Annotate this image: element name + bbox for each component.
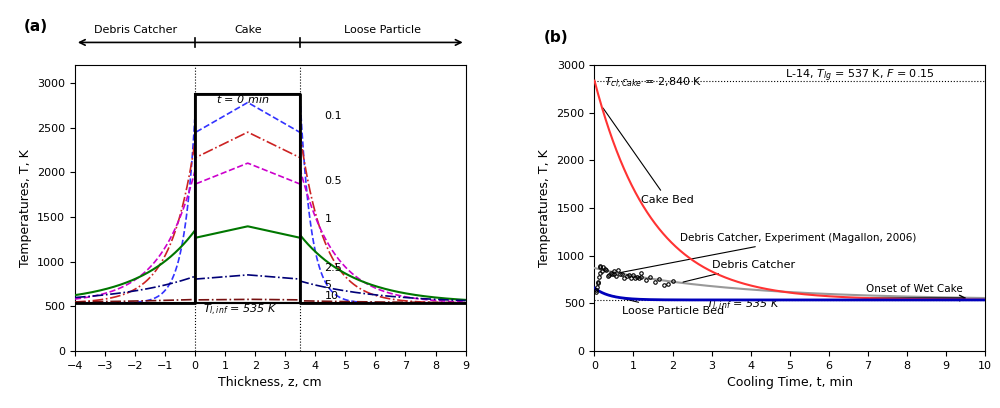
Text: (a): (a) xyxy=(24,19,48,34)
Text: $T_{l,inf}$ = 535 K: $T_{l,inf}$ = 535 K xyxy=(706,298,780,313)
Text: (b): (b) xyxy=(544,31,568,45)
Text: Onset of Wet Cake: Onset of Wet Cake xyxy=(866,284,963,294)
Text: Debris Catcher, Experiment (Magallon, 2006): Debris Catcher, Experiment (Magallon, 20… xyxy=(621,233,917,273)
Text: $T_{cl,Cake}$ = 2,840 K: $T_{cl,Cake}$ = 2,840 K xyxy=(604,76,703,91)
Text: 1: 1 xyxy=(324,214,331,224)
X-axis label: Cooling Time, t, min: Cooling Time, t, min xyxy=(727,376,853,389)
Text: Debris Catcher: Debris Catcher xyxy=(94,25,177,35)
Text: Cake: Cake xyxy=(234,25,262,35)
X-axis label: Thickness, z, cm: Thickness, z, cm xyxy=(218,376,322,389)
Text: Loose Particle Bed: Loose Particle Bed xyxy=(609,295,724,316)
Text: $T_{l,inf}$ = 535 K: $T_{l,inf}$ = 535 K xyxy=(203,303,277,318)
Text: Debris Catcher: Debris Catcher xyxy=(683,260,795,282)
Y-axis label: Temperatures, T, K: Temperatures, T, K xyxy=(19,149,32,267)
Text: 5: 5 xyxy=(324,280,331,290)
Text: 0.1: 0.1 xyxy=(324,111,342,121)
Y-axis label: Temperatures, T, K: Temperatures, T, K xyxy=(538,149,551,267)
Bar xyxy=(195,94,300,303)
Text: Loose Particle: Loose Particle xyxy=(344,25,421,35)
Text: $t$ = 0 min: $t$ = 0 min xyxy=(216,93,269,105)
Text: 10: 10 xyxy=(324,291,338,301)
Text: Cake Bed: Cake Bed xyxy=(603,108,694,205)
Text: L-14, $T_{lg}$ = 537 K, $F$ = 0.15: L-14, $T_{lg}$ = 537 K, $F$ = 0.15 xyxy=(785,68,935,84)
Text: 0.5: 0.5 xyxy=(324,176,342,186)
Text: 2.5: 2.5 xyxy=(324,263,342,273)
